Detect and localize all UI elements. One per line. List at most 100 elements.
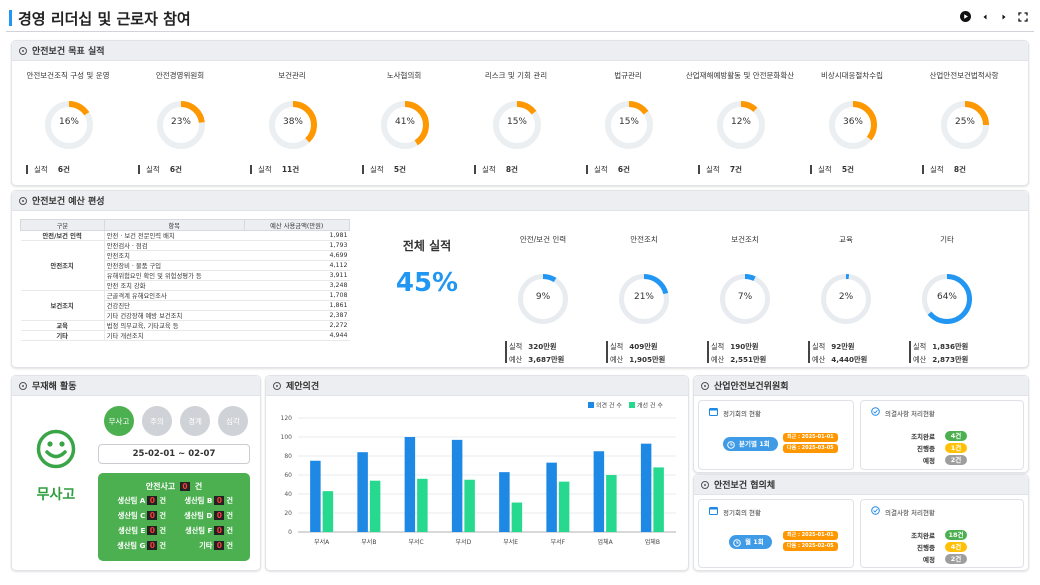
risk-level-button[interactable]: 심각 — [218, 406, 248, 436]
next-meeting-date: 다음 : 2025-02-05 — [783, 542, 838, 551]
team-count: 0 — [147, 541, 158, 550]
plan-value: 2,873만원 — [932, 355, 969, 364]
committee-panel-header: 산업안전보건위원회 — [694, 376, 1028, 396]
goal-donut-chart — [605, 101, 653, 149]
bar-opinion — [546, 462, 557, 532]
result-value: 5건 — [393, 165, 406, 174]
process-status-badge: 2건 — [945, 554, 967, 564]
budget-panel-title: 안전보건 예산 편성 — [32, 197, 105, 207]
risk-level-button[interactable]: 주의 — [142, 406, 172, 436]
goal-result: 실적 5건 — [810, 164, 854, 175]
plan-value: 4,440만원 — [831, 355, 868, 364]
result-bar-marker — [138, 165, 140, 174]
bar-opinion — [499, 472, 510, 532]
result-bar-marker — [586, 165, 588, 174]
team-count: 0 — [214, 541, 225, 550]
play-icon[interactable] — [960, 11, 971, 22]
donut-progress-arc — [493, 101, 541, 149]
result-label: 실적 — [370, 165, 384, 174]
goal-item: 보건관리 38% 실적 11건 — [236, 61, 348, 185]
result-value: 409만원 — [629, 342, 658, 351]
process-status-label: 예정 — [923, 556, 935, 564]
risk-level-button[interactable]: 경계 — [180, 406, 210, 436]
budget-percent: 7% — [737, 292, 753, 302]
next-icon[interactable] — [998, 11, 1009, 22]
risk-level-button[interactable]: 무사고 — [104, 406, 134, 436]
result-value: 6건 — [57, 165, 70, 174]
budget-item: 안전 조치 강화 — [104, 280, 244, 291]
summary-title-post: 건 — [194, 482, 203, 491]
budget-item-summary: 안전/보건 인력 9% 실적 320만원 예산 3,687만원 — [498, 211, 588, 364]
goal-item: 안전경영위원회 23% 실적 6건 — [124, 61, 236, 185]
page-title: 경영 리더십 및 근로자 참여 — [18, 10, 191, 28]
budget-item-name: 교육 — [839, 235, 853, 244]
result-label: 실적 — [258, 165, 272, 174]
budget-percent: 9% — [535, 292, 551, 302]
y-tick-label: 20 — [284, 510, 292, 517]
process-card-title: 의결사항 처리현황 — [871, 506, 935, 517]
bar-improvement — [322, 491, 334, 532]
table-row: 안전 조치 강화 3,248 — [21, 280, 350, 291]
fullscreen-icon[interactable] — [1017, 11, 1028, 22]
budget-item-name: 안전/보건 인력 — [519, 235, 567, 244]
result-bar-marker — [808, 341, 810, 363]
budget-donut-chart — [821, 274, 871, 324]
team-unit: 건 — [159, 541, 166, 550]
budget-item: 유해위험요인 확인 및 위험성평가 등 — [104, 270, 244, 281]
result-bar-marker — [505, 341, 507, 363]
team-name: 생산팀 E — [118, 526, 146, 535]
budget-item-summary: 교육 2% 실적 92만원 예산 4,440만원 — [801, 211, 891, 364]
budget-item: 기타 개선조치 — [104, 330, 244, 341]
budget-plan-row: 예산 2,551만원 — [711, 355, 766, 365]
budget-amount: 4,944 — [244, 330, 350, 341]
team-name: 생산팀 F — [185, 526, 213, 535]
budget-plan-row: 예산 1,905만원 — [610, 355, 665, 365]
y-tick-label: 120 — [281, 415, 293, 422]
council-panel-title: 안전보건 협의체 — [714, 481, 776, 491]
team-name: 생산팀 A — [117, 496, 146, 505]
table-header-cell: 예산 사용금액(만원) — [243, 219, 350, 231]
title-accent-bar — [9, 10, 12, 26]
goal-name: 법규관리 — [614, 71, 642, 80]
goal-name: 안전경영위원회 — [155, 71, 205, 80]
budget-table-header: 구분 항목 예산 사용금액(만원) — [20, 219, 350, 231]
legend-swatch — [629, 402, 635, 408]
goal-name: 안전보건조직 구성 및 운영 — [26, 71, 110, 80]
result-bar-marker — [698, 165, 700, 174]
result-label: 실적 — [34, 165, 48, 174]
goal-name: 산업재해예방활동 및 안전문화확산 — [685, 71, 795, 80]
budget-percent: 64% — [936, 292, 957, 302]
period-display: 25-02-01 ~ 02-07 — [98, 444, 250, 464]
y-tick-label: 60 — [284, 472, 292, 479]
calendar-icon — [709, 407, 718, 418]
donut-progress-arc — [922, 274, 972, 324]
process-title-text: 의결사항 처리현황 — [885, 508, 935, 517]
goal-donut — [717, 101, 765, 149]
donut-progress-arc — [821, 274, 871, 324]
process-status-badge: 18건 — [945, 530, 967, 540]
budget-panel-header: 안전보건 예산 편성 — [12, 191, 1028, 211]
x-tick-label: 부서E — [503, 538, 518, 546]
budget-item: 안전조치 — [104, 250, 244, 261]
process-status-badge: 4건 — [945, 431, 967, 441]
target-icon — [701, 480, 709, 489]
process-status-label: 진행중 — [917, 445, 935, 453]
plan-value: 3,687만원 — [528, 355, 565, 364]
budget-result-row: 실적 92만원 — [812, 342, 854, 352]
goal-item: 리스크 및 기회 관리 15% 실적 8건 — [460, 61, 572, 185]
goals-panel: 안전보건 목표 실적 안전보건조직 구성 및 운영 16% 실적 6건 안전경영위원회 2… — [11, 40, 1029, 186]
donut-progress-arc — [720, 274, 770, 324]
y-tick-label: 80 — [284, 453, 292, 460]
bar-improvement — [464, 479, 475, 532]
goal-percent: 23% — [170, 117, 191, 127]
team-count: 0 — [214, 511, 225, 520]
budget-percent: 2% — [838, 292, 854, 302]
team-count: 0 — [147, 526, 158, 535]
budget-category: 보건조치 — [20, 290, 105, 321]
budget-item: 안전 · 보건 전문인력 배치 — [104, 230, 244, 241]
prev-icon[interactable] — [979, 11, 990, 22]
budget-amount: 4,699 — [244, 250, 350, 261]
bar-improvement — [417, 478, 428, 532]
budget-result-row: 실적 1,836만원 — [913, 342, 968, 352]
budget-table: 구분 항목 예산 사용금액(만원) 안전/보건 인력 안전 · 보건 전문인력 배치 1… — [20, 219, 350, 341]
